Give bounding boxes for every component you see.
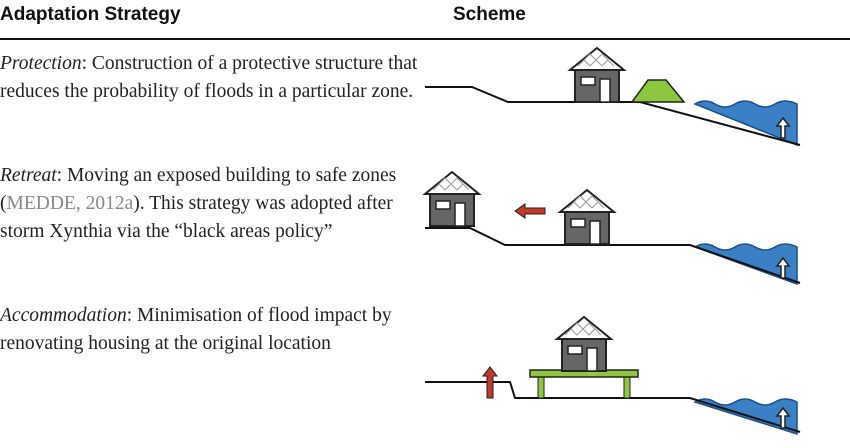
description: : Minimisation of flood impact by renova… <box>0 305 392 354</box>
description: : Construction of a protective structure… <box>0 53 418 102</box>
term: Retreat <box>0 165 57 186</box>
row: Protection: Construction of a protective… <box>0 50 440 106</box>
column-header: Scheme <box>453 4 526 25</box>
accommodation-scheme <box>425 316 801 436</box>
description: ). This strategy was adopted after storm… <box>0 193 393 242</box>
term: Accommodation <box>0 305 127 326</box>
description: : Moving an exposed building to safe zon… <box>0 165 397 214</box>
column-header: Adaptation Strategy <box>0 4 181 25</box>
row: Retreat: Moving an exposed building to s… <box>0 162 440 246</box>
citation[interactable]: MEDDE, 2012a <box>6 193 134 214</box>
row: Accommodation: Minimisation of flood imp… <box>0 302 440 358</box>
protection-scheme <box>425 47 801 147</box>
retreat-scheme <box>424 171 801 286</box>
term: Protection <box>0 53 82 74</box>
header-rule <box>0 38 850 40</box>
